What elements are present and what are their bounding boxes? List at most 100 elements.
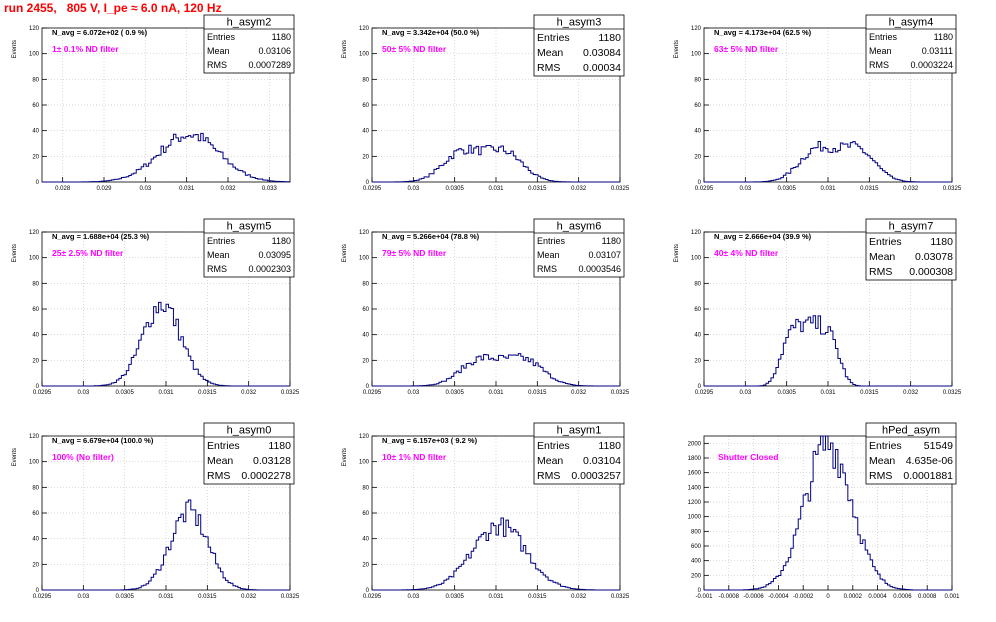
stats-key-entries: Entries [869, 236, 902, 248]
y-tick-label: 0 [36, 588, 40, 594]
y-tick-label: 20 [362, 562, 369, 568]
x-tick-label: 0.032 [571, 186, 587, 192]
histogram-panel-h_asym0: 0.0295 0.03 0.0305 0.031 0.0315 0.032 0.0325 0 2… [12, 422, 300, 600]
stats-box-frame [865, 218, 957, 281]
y-tick-label: 40 [32, 333, 39, 339]
stats-key-entries: Entries [537, 236, 566, 246]
y-tick-label: 0 [698, 384, 702, 390]
histogram-series [42, 499, 290, 591]
y-tick-label: 600 [691, 544, 702, 550]
y-tick-label: 60 [362, 307, 369, 313]
stats-key-entries: Entries [207, 440, 240, 452]
y-tick-label: 100 [691, 52, 702, 58]
histogram-panel-h_asym4: 0.0295 0.03 0.0305 0.031 0.0315 0.032 0.0325 0 2… [674, 14, 962, 192]
n-avg-label: N_avg = 6.679e+04 (100.0 %) [52, 436, 154, 445]
histogram-series [42, 301, 290, 387]
histogram-series [372, 517, 620, 591]
x-tick-label: 0.03 [407, 390, 419, 396]
x-tick-label: 0.032 [903, 186, 919, 192]
stats-key-rms: RMS [537, 264, 557, 274]
x-tick-label: 0.0004 [868, 594, 887, 600]
stats-key-entries: Entries [207, 236, 236, 246]
histogram-series [42, 132, 291, 183]
y-tick-label: 20 [362, 358, 369, 364]
x-tick-label: 0.031 [179, 186, 195, 192]
stats-key-rms: RMS [537, 470, 560, 482]
n-avg-label: N_avg = 4.173e+04 (62.5 %) [714, 28, 812, 37]
y-tick-label: 1000 [688, 515, 702, 521]
y-tick-label: 800 [691, 529, 702, 535]
y-tick-label: 2000 [688, 441, 702, 447]
y-tick-label: 120 [691, 230, 702, 236]
y-tick-label: 400 [691, 559, 702, 565]
x-tick-label: 0.032 [241, 594, 257, 600]
y-tick-label: 120 [359, 26, 370, 32]
filter-label: 63± 5% ND filter [714, 44, 779, 54]
x-tick-label: 0.0305 [445, 390, 464, 396]
stats-box-frame [533, 14, 625, 77]
histogram-series [372, 353, 620, 387]
x-tick-label: 0.032 [571, 594, 587, 600]
histogram-name: h_asym2 [227, 17, 272, 29]
histogram-name: h_asym4 [889, 17, 934, 29]
stats-value-rms: 0.00034 [583, 62, 621, 74]
stats-value-entries: 1180 [268, 440, 291, 452]
histogram-series [372, 144, 620, 183]
y-tick-label: 120 [29, 434, 40, 440]
x-tick-label: 0.032 [903, 390, 919, 396]
y-tick-label: 40 [694, 333, 701, 339]
x-tick-label: 0.031 [820, 186, 836, 192]
x-tick-label: 0.0305 [445, 594, 464, 600]
stats-value-entries: 1180 [598, 32, 621, 44]
y-tick-label: 60 [694, 103, 701, 109]
y-tick-label: 60 [362, 103, 369, 109]
stats-value-entries: 1180 [602, 236, 621, 246]
y-axis-label: Events [342, 448, 348, 466]
y-tick-label: 80 [694, 77, 701, 83]
x-tick-label: 0.001 [944, 594, 960, 600]
x-tick-label: 0.031 [488, 186, 504, 192]
stats-value-mean: 0.03095 [258, 250, 291, 260]
x-tick-label: 0.0305 [115, 390, 134, 396]
x-tick-label: 0.031 [488, 390, 504, 396]
stats-box-frame [533, 422, 625, 485]
x-tick-label: 0.03 [77, 594, 89, 600]
x-tick-label: 0 [826, 594, 830, 600]
x-tick-label: 0.0305 [777, 390, 796, 396]
x-tick-label: 0.0305 [115, 594, 134, 600]
stats-key-rms: RMS [869, 60, 889, 70]
y-tick-label: 0 [698, 588, 702, 594]
stats-key-rms: RMS [207, 264, 227, 274]
stats-value-rms: 0.0001881 [903, 470, 953, 482]
x-tick-label: -0.001 [695, 594, 713, 600]
stats-box: h_asym4 Entries 1180 Mean 0.03111 RMS 0.000322… [865, 14, 957, 74]
x-tick-label: 0.0315 [198, 594, 217, 600]
x-tick-label: 0.031 [158, 390, 174, 396]
stats-value-rms: 0.0003257 [571, 470, 621, 482]
y-tick-label: 0 [36, 384, 40, 390]
histogram-name: h_asym6 [557, 221, 602, 233]
x-tick-label: 0.03 [77, 390, 89, 396]
y-tick-label: 20 [694, 358, 701, 364]
stats-key-entries: Entries [869, 440, 902, 452]
y-tick-label: 60 [694, 307, 701, 313]
y-tick-label: 80 [362, 281, 369, 287]
filter-label: 10± 1% ND filter [382, 452, 447, 462]
x-tick-label: 0.0002 [844, 594, 863, 600]
y-tick-label: 40 [32, 129, 39, 135]
filter-label: 40± 4% ND filter [714, 248, 779, 258]
histogram-series [704, 140, 952, 183]
histogram-name: hPed_asym [882, 425, 940, 437]
stats-key-rms: RMS [537, 62, 560, 74]
histogram-panel-h_asym6: 0.0295 0.03 0.0305 0.031 0.0315 0.032 0.0325 0 2… [342, 218, 630, 396]
x-tick-label: 0.032 [241, 390, 257, 396]
x-tick-label: 0.032 [571, 390, 587, 396]
stats-box: h_asym5 Entries 1180 Mean 0.03095 RMS 0.000230… [203, 218, 295, 278]
x-tick-label: 0.0315 [528, 594, 547, 600]
histogram-name: h_asym0 [227, 425, 272, 437]
x-tick-label: 0.028 [55, 186, 71, 192]
stats-value-entries: 1180 [272, 236, 291, 246]
histogram-panel-hPed_asym: -0.001 -0.0008 -0.0006 -0.0004 -0.0002 0 0.000… [688, 422, 960, 600]
y-axis-label: Events [342, 244, 348, 262]
